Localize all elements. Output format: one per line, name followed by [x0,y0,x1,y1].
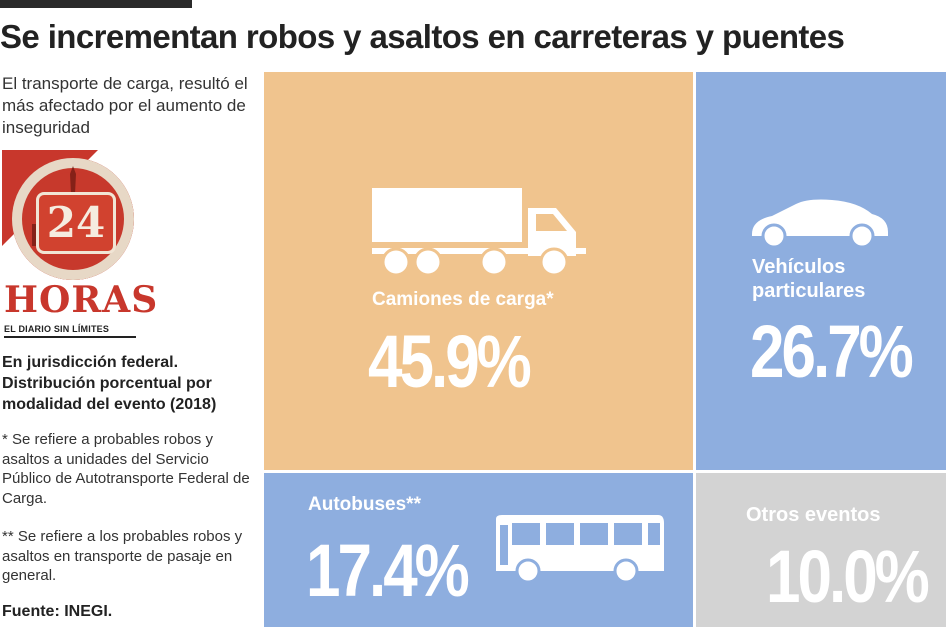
car-icon [748,196,892,248]
tile-vehiculos-particulares: Vehículos particulares 26.7% [696,72,946,470]
page-subtitle: El transporte de carga, resultó el más a… [2,74,248,137]
logo-number: 24 [36,192,116,254]
newspaper-logo: 24 HORAS EL DIARIO SIN LÍMITES [2,150,159,338]
bus-icon [490,513,666,585]
tile-otros-eventos: Otros eventos 10.0% [696,473,946,627]
logo-name: HORAS [4,279,159,321]
tile-label: Camiones de carga* [372,289,554,310]
tile-value: 26.7% [750,311,914,394]
tile-value: 10.0% [766,536,930,619]
tile-value: 45.9% [368,321,532,404]
source-note: Fuente: INEGI. [2,603,113,620]
top-rule [0,0,192,8]
tile-label: Autobuses** [308,494,421,515]
tile-autobuses: Autobuses** 17.4% [264,473,693,627]
tile-value: 17.4% [306,530,470,613]
logo-tagline: EL DIARIO SIN LÍMITES [4,323,136,338]
chart-description: En jurisdicción federal. Distribución po… [2,354,217,413]
page-title: Se incrementan robos y asaltos en carret… [0,18,845,55]
tile-label: Vehículos particulares [752,256,866,302]
footnote-cargo: * Se refiere a probables robos y asaltos… [2,431,250,507]
tile-label: Otros eventos [746,504,881,526]
footnote-passenger: ** Se refiere a los probables robos y as… [2,528,243,584]
truck-icon [372,184,586,276]
tile-camiones-de-carga: Camiones de carga* 45.9% [264,72,693,470]
